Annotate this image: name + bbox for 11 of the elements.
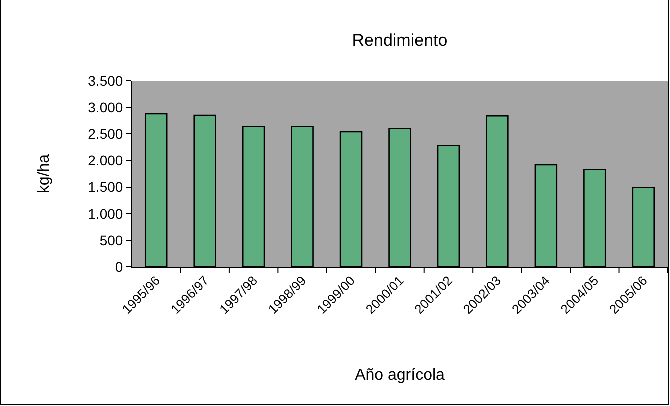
y-tick-label: 500 <box>100 232 124 248</box>
y-tick-label: 0 <box>115 258 124 275</box>
y-tick-label: 3.500 <box>88 72 124 89</box>
y-tick-label: 3.000 <box>88 99 124 116</box>
chart-title: Rendimiento <box>352 30 448 50</box>
y-tick-label: 1.000 <box>88 206 124 222</box>
y-axis-title: kg/ha <box>36 154 54 194</box>
y-tick-label: 1.500 <box>88 179 124 196</box>
y-tick-label: 2.000 <box>88 152 124 169</box>
y-tick-label: 2.500 <box>88 126 124 142</box>
x-axis-title: Año agrícola <box>355 366 446 384</box>
